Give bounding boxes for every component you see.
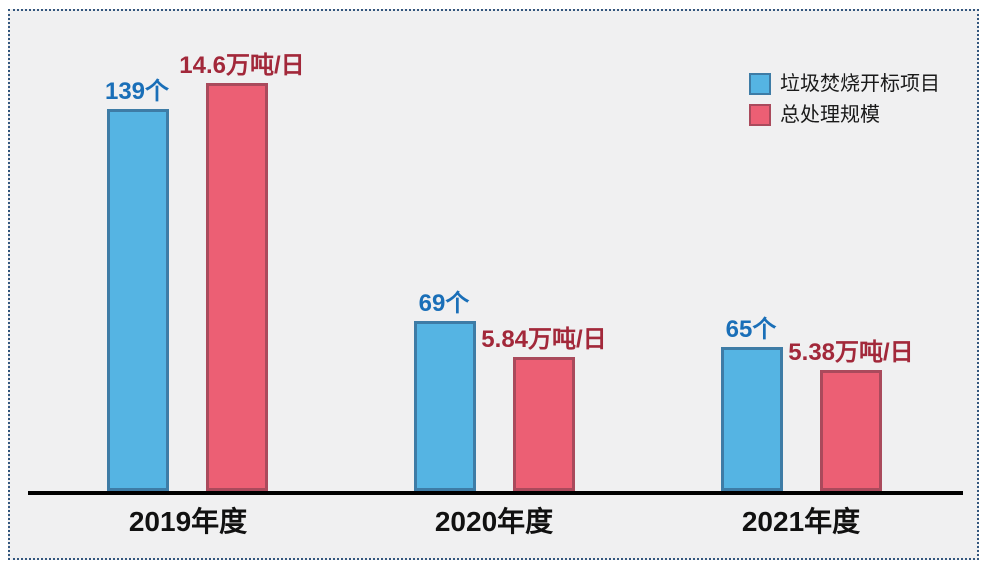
- legend-swatch-blue: [749, 73, 771, 95]
- data-label-2021-scale: 5.38万吨/日: [788, 339, 914, 366]
- chart-legend: 垃圾焚烧开标项目 总处理规模: [749, 73, 940, 135]
- data-label-2020-projects: 69个: [418, 290, 470, 317]
- bar-2021-scale: [820, 370, 882, 491]
- data-label-2019-projects: 139个: [104, 78, 170, 105]
- category-label-2020: 2020年度: [434, 506, 554, 537]
- category-label-2021: 2021年度: [741, 506, 861, 537]
- category-label-2019: 2019年度: [128, 506, 248, 537]
- legend-label-scale: 总处理规模: [780, 104, 880, 126]
- data-label-2021-projects: 65个: [725, 316, 777, 343]
- bar-2021-projects: [721, 347, 783, 491]
- x-axis-line: [28, 491, 963, 495]
- data-label-2020-scale: 5.84万吨/日: [481, 326, 607, 353]
- bar-2020-projects: [414, 321, 476, 491]
- legend-label-projects: 垃圾焚烧开标项目: [780, 73, 940, 95]
- bar-2019-scale: [206, 83, 268, 491]
- bar-2020-scale: [513, 357, 575, 491]
- legend-swatch-red: [749, 104, 771, 126]
- bar-2019-projects: [107, 109, 169, 491]
- legend-item-scale: 总处理规模: [749, 104, 940, 126]
- chart-frame: 垃圾焚烧开标项目 总处理规模 139个 14.6万吨/日 2019年度 69个 …: [8, 9, 979, 560]
- data-label-2019-scale: 14.6万吨/日: [179, 52, 305, 79]
- legend-item-projects: 垃圾焚烧开标项目: [749, 73, 940, 95]
